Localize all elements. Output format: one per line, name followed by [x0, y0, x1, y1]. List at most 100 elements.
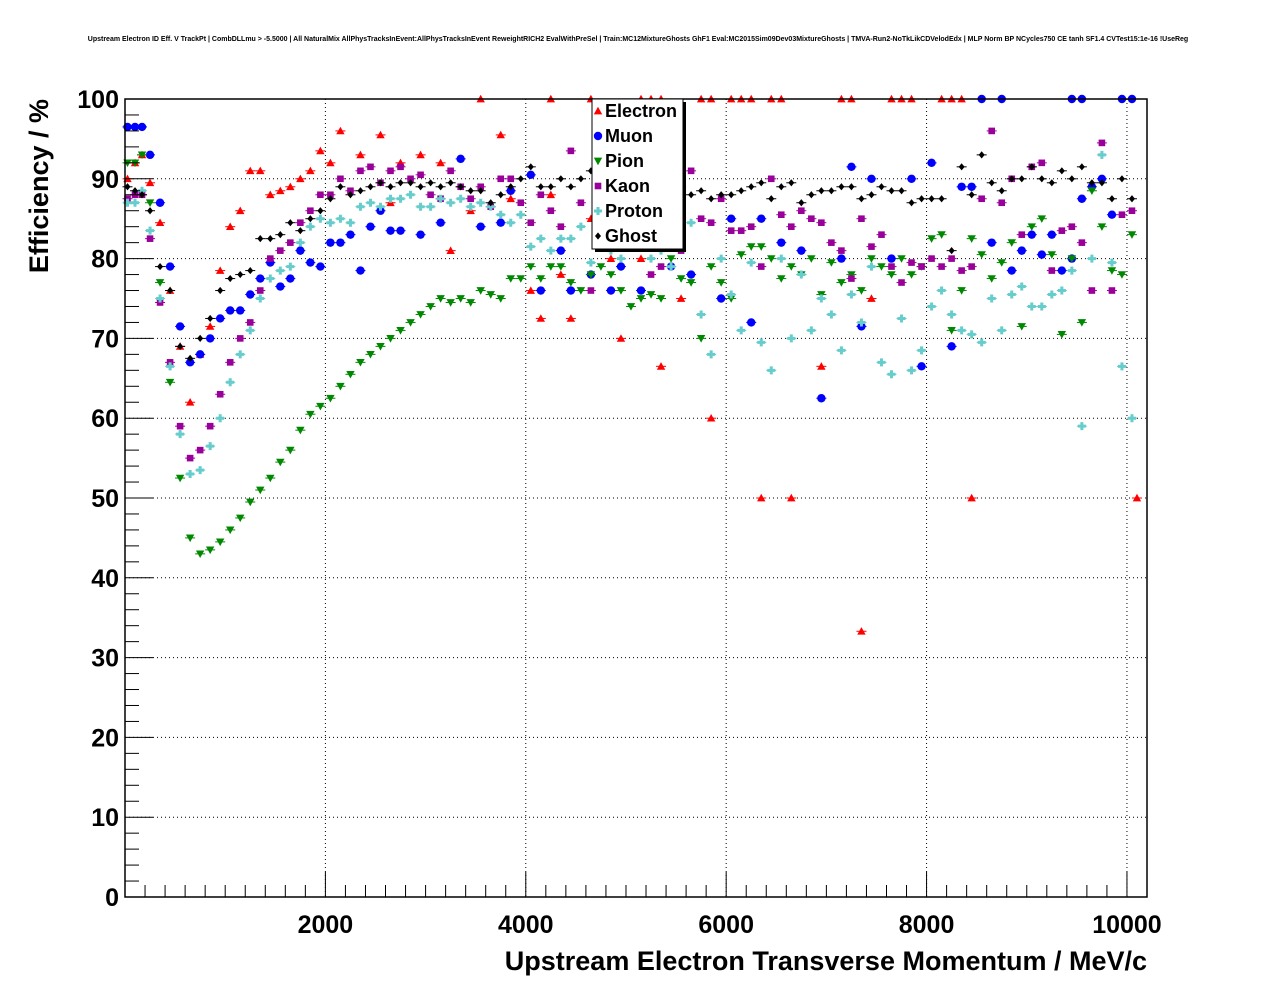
data-point: [266, 190, 275, 199]
data-point: [798, 199, 805, 207]
data-point: [988, 179, 995, 187]
data-point: [1097, 223, 1107, 231]
data-point: [907, 174, 916, 183]
data-point: [647, 254, 656, 263]
data-point: [497, 191, 504, 199]
data-point: [317, 207, 324, 215]
data-point: [527, 163, 534, 171]
data-point: [236, 514, 245, 523]
data-point: [857, 318, 866, 327]
data-point: [507, 183, 514, 191]
data-point: [536, 275, 546, 283]
data-point: [137, 122, 147, 132]
data-point: [447, 167, 454, 175]
data-point: [898, 279, 905, 286]
data-point: [566, 279, 576, 287]
data-point: [777, 238, 786, 247]
data-point: [207, 314, 214, 323]
data-point: [1098, 179, 1105, 187]
data-point: [307, 207, 314, 215]
data-point: [296, 174, 305, 183]
data-point: [145, 199, 155, 207]
data-point: [317, 191, 324, 199]
data-point: [216, 390, 224, 398]
data-point: [396, 194, 405, 203]
data-point: [416, 202, 425, 211]
data-point: [527, 219, 535, 226]
data-point: [477, 183, 484, 191]
y-tick-label: 60: [91, 405, 119, 433]
data-point: [195, 350, 205, 359]
data-point: [837, 346, 846, 355]
data-point: [917, 362, 926, 371]
series-muon: [122, 94, 1137, 403]
data-point: [958, 267, 965, 274]
data-point: [918, 263, 925, 270]
data-point: [376, 202, 385, 211]
data-point: [486, 202, 495, 211]
data-point: [296, 426, 305, 435]
data-point: [687, 167, 695, 175]
data-point: [306, 258, 315, 267]
data-point: [1077, 422, 1086, 431]
legend-marker: [594, 182, 602, 190]
data-point: [807, 255, 816, 263]
data-point: [997, 259, 1006, 267]
data-point: [847, 290, 856, 299]
data-point: [837, 279, 846, 287]
data-point: [747, 223, 755, 230]
data-point: [577, 175, 584, 183]
data-point: [897, 314, 906, 323]
data-point: [1058, 167, 1065, 175]
data-point: [706, 414, 716, 422]
data-point: [717, 254, 726, 263]
legend-label: Proton: [605, 201, 663, 221]
data-point: [267, 235, 274, 243]
data-point: [496, 130, 505, 139]
data-point: [968, 191, 975, 199]
data-point: [175, 322, 185, 331]
data-point: [606, 254, 616, 262]
data-point: [1017, 323, 1026, 331]
data-point: [887, 271, 896, 279]
data-point: [1107, 258, 1116, 267]
data-point: [336, 382, 345, 391]
data-point: [246, 290, 255, 299]
data-point: [967, 330, 976, 339]
data-point: [557, 223, 565, 230]
data-point: [1108, 287, 1116, 294]
data-point: [506, 194, 515, 203]
data-point: [947, 327, 956, 335]
data-point: [1118, 175, 1125, 183]
data-point: [566, 234, 575, 243]
data-point: [788, 223, 795, 230]
data-point: [147, 207, 154, 215]
data-point: [246, 166, 255, 175]
data-point: [676, 275, 686, 283]
data-point: [757, 214, 766, 223]
data-point: [517, 199, 525, 207]
x-tick-label: 4000: [498, 911, 554, 939]
data-point: [768, 195, 775, 203]
data-point: [827, 259, 836, 267]
data-point: [467, 187, 474, 195]
data-point: [185, 358, 195, 367]
data-point: [215, 538, 225, 547]
legend-marker: [593, 106, 603, 115]
y-tick-label: 0: [105, 884, 119, 912]
legend-label: Kaon: [605, 176, 650, 196]
data-point: [877, 358, 886, 367]
data-point: [556, 263, 566, 271]
data-point: [296, 238, 305, 247]
data-point: [818, 219, 825, 226]
data-point: [357, 167, 364, 175]
data-point: [1108, 195, 1115, 203]
data-point: [917, 346, 926, 355]
data-point: [526, 263, 535, 271]
data-point: [326, 218, 335, 227]
data-point: [486, 291, 495, 299]
data-point: [867, 174, 876, 183]
data-point: [747, 318, 756, 327]
data-point: [838, 247, 845, 254]
data-point: [1047, 290, 1056, 299]
